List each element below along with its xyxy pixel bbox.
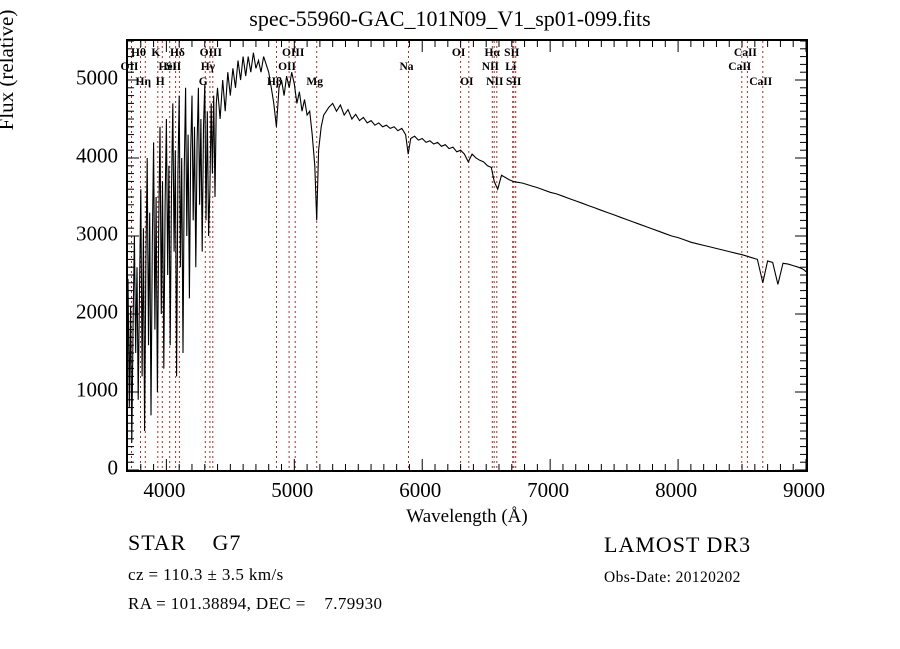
line-label: OI — [451, 47, 466, 59]
y-tick-label: 3000 — [76, 221, 118, 246]
observation-date: Obs-Date: 20120202 — [604, 569, 741, 586]
emission-line-markers — [131, 41, 764, 470]
line-label: HeI — [158, 61, 177, 73]
line-label: OIII — [199, 47, 222, 59]
line-label: SII — [506, 76, 522, 88]
line-label: CaII — [728, 61, 752, 73]
plot-frame — [126, 39, 808, 472]
redshift-velocity-line: cz = 110.3 ± 3.5 km/s — [128, 565, 284, 584]
line-label: G — [198, 76, 208, 88]
y-tick-label: 0 — [107, 455, 119, 480]
line-label: Hθ — [131, 47, 147, 59]
line-label: SII — [165, 61, 182, 73]
line-label: Mg — [306, 76, 323, 88]
axis-ticks — [128, 41, 806, 470]
line-label: Na — [399, 61, 414, 73]
line-label: Hγ — [200, 61, 216, 73]
y-tick-label: 2000 — [76, 299, 118, 324]
line-label: SII — [504, 47, 520, 59]
line-label: OII — [278, 61, 296, 73]
page-title: spec-55960-GAC_101N09_V1_sp01-099.fits — [249, 6, 651, 31]
survey-name: LAMOST DR3 — [604, 532, 752, 557]
y-axis-label: Flux (relative) — [0, 9, 18, 131]
line-label: Hη — [135, 76, 152, 88]
x-axis-label: Wavelength (Å) — [406, 506, 528, 527]
x-tick-label: 9000 — [783, 478, 825, 502]
line-label: OII — [120, 61, 139, 73]
x-tick-label: 7000 — [527, 478, 570, 502]
x-tick-label: 6000 — [399, 478, 442, 502]
line-label: Hα — [484, 47, 500, 59]
y-tick-label: 4000 — [76, 143, 118, 168]
line-label: H — [155, 76, 165, 88]
x-tick-label: 4000 — [143, 478, 186, 502]
object-class-line: STAR G7 — [128, 530, 242, 555]
y-tick-label: 1000 — [76, 377, 118, 402]
line-label: Li — [505, 61, 517, 73]
line-label: CaII — [733, 47, 757, 59]
line-label: Hδ — [169, 47, 185, 59]
y-tick-label: 5000 — [76, 65, 118, 90]
line-label: CaII — [749, 76, 773, 88]
object-info-block: STAR G7 cz = 110.3 ± 3.5 km/s RA = 101.3… — [128, 530, 382, 614]
line-label: OIII — [282, 47, 305, 59]
line-label: NII — [481, 61, 499, 73]
x-tick-label: 5000 — [271, 478, 314, 502]
line-label: OI — [460, 76, 474, 88]
line-label: K — [151, 47, 161, 59]
line-label: NII — [486, 76, 504, 88]
coordinates-line: RA = 101.38894, DEC = 7.79930 — [128, 594, 383, 613]
x-tick-label: 8000 — [655, 478, 698, 502]
spectrum-chart — [128, 41, 806, 470]
spectrum-trace — [128, 52, 806, 443]
survey-info-block: LAMOST DR3 Obs-Date: 20120202 — [604, 532, 751, 587]
line-label: Hβ — [267, 76, 283, 88]
